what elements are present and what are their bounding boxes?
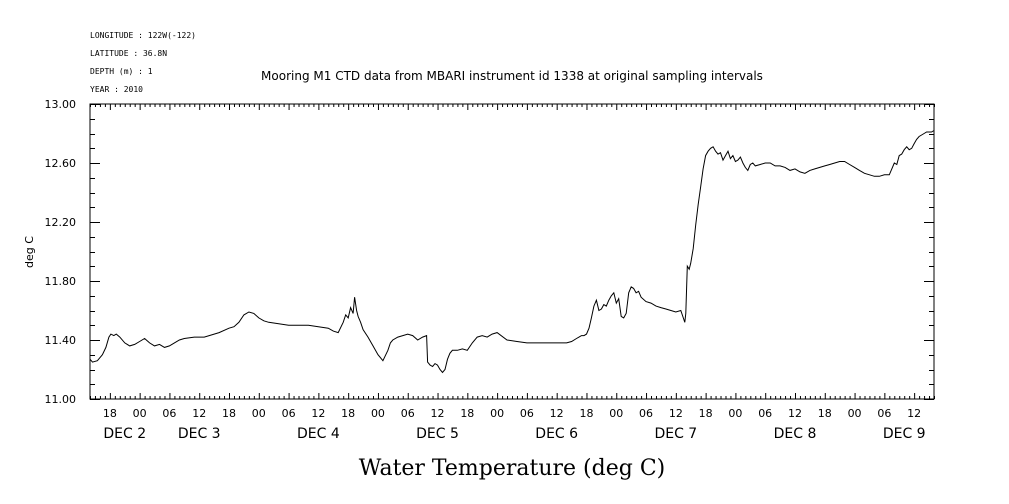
x-tick-label: 12 (550, 407, 564, 420)
y-tick-label: 11.00 (45, 393, 77, 406)
x-tick-label: 12 (788, 407, 802, 420)
y-tick-label: 11.80 (45, 275, 77, 288)
x-tick-label: 12 (669, 407, 683, 420)
longitude-label: LONGITUDE : 122W(-122) (90, 31, 196, 40)
x-axis-label: Water Temperature (deg C) (359, 456, 666, 481)
depth-label: DEPTH (m) : 1 (90, 67, 153, 76)
x-tick-label: 06 (520, 407, 534, 420)
y-tick-label: 12.60 (45, 157, 77, 170)
x-tick-label: 06 (282, 407, 296, 420)
x-tick-label: 00 (848, 407, 862, 420)
x-tick-label: 06 (639, 407, 653, 420)
x-tick-label: 06 (162, 407, 176, 420)
x-tick-label: 00 (133, 407, 147, 420)
x-tick-label: 00 (252, 407, 266, 420)
year-label: YEAR : 2010 (90, 85, 143, 94)
y-tick-label: 11.40 (45, 334, 77, 347)
x-tick-label: 00 (609, 407, 623, 420)
plot-frame (89, 103, 935, 400)
x-tick-label: 06 (758, 407, 772, 420)
y-tick-label: 12.20 (45, 216, 77, 229)
date-label: DEC 7 (654, 426, 697, 442)
date-label: DEC 2 (103, 426, 146, 442)
x-tick-label: 06 (877, 407, 891, 420)
date-label: DEC 4 (297, 426, 340, 442)
header-metadata: LONGITUDE : 122W(-122) LATITUDE : 36.8N … (90, 22, 196, 103)
x-tick-label: 12 (192, 407, 206, 420)
x-tick-label: 00 (490, 407, 504, 420)
chart-title: Mooring M1 CTD data from MBARI instrumen… (261, 69, 763, 83)
latitude-label: LATITUDE : 36.8N (90, 49, 168, 58)
x-tick-label: 12 (311, 407, 325, 420)
x-tick-label: 00 (371, 407, 385, 420)
date-label: DEC 9 (883, 426, 926, 442)
date-label: DEC 5 (416, 426, 459, 442)
data-series (89, 130, 935, 374)
x-tick-label: 18 (222, 407, 236, 420)
x-tick-label: 06 (401, 407, 415, 420)
x-tick-label: 12 (431, 407, 445, 420)
temperature-line (89, 130, 935, 374)
x-tick-label: 18 (579, 407, 593, 420)
date-label: DEC 3 (178, 426, 221, 442)
x-tick-label: 00 (728, 407, 742, 420)
x-tick-label: 18 (341, 407, 355, 420)
axes: 18 00 06 12 18 00 06 12 18 00 06 12 18 00 06 12 18 00 06 12… (45, 98, 935, 442)
date-label: DEC 6 (535, 426, 578, 442)
y-tick-label: 13.00 (45, 98, 77, 111)
x-tick-label: 12 (907, 407, 921, 420)
x-tick-label: 18 (818, 407, 832, 420)
x-tick-label: 18 (460, 407, 474, 420)
x-tick-label: 18 (103, 407, 117, 420)
x-tick-label: 18 (699, 407, 713, 420)
date-label: DEC 8 (774, 426, 817, 442)
y-axis-label: deg C (23, 236, 36, 268)
